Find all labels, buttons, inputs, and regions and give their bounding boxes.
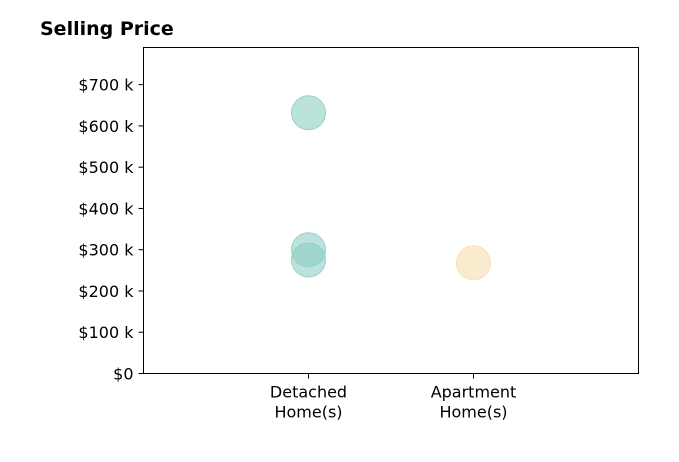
chart-title: Selling Price — [40, 18, 174, 40]
x-tick-label: Apartment — [431, 383, 517, 402]
data-points — [291, 95, 491, 281]
data-point — [456, 245, 491, 281]
y-tick-label: $400 k — [78, 199, 134, 218]
y-tick-label: $700 k — [78, 76, 134, 95]
y-tick-label: $600 k — [78, 117, 134, 136]
y-tick-label: $0 — [113, 365, 133, 384]
y-axis: $0 $100 k $200 k $300 k $400 k $500 k $600 k $7… — [78, 76, 144, 384]
y-tick-label: $100 k — [78, 323, 134, 342]
data-point — [291, 242, 326, 278]
data-point — [291, 95, 326, 131]
plot-frame — [143, 47, 639, 374]
y-tick-label: $300 k — [78, 241, 134, 260]
x-tick-label: Detached — [270, 383, 347, 402]
y-tick-label: $500 k — [78, 158, 134, 177]
y-tick-label: $200 k — [78, 282, 134, 301]
x-tick-label: Home(s) — [439, 403, 507, 422]
x-tick-label: Home(s) — [274, 403, 342, 422]
